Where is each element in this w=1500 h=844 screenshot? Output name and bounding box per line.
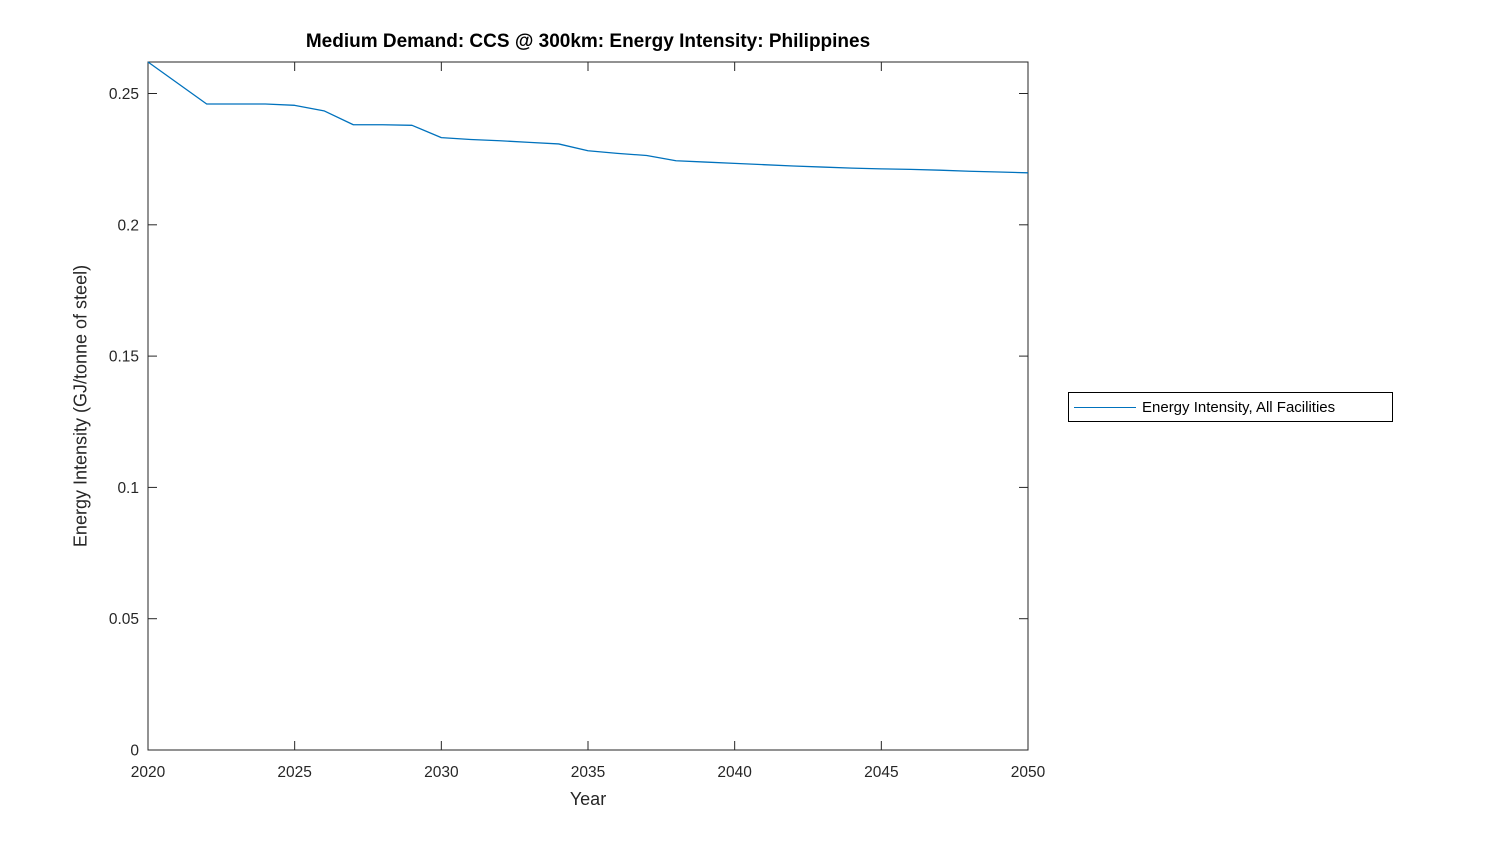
y-tick-label: 0.05 [109,611,139,628]
y-tick-label: 0.25 [109,86,139,103]
y-tick-label: 0.2 [117,217,139,234]
x-tick-label: 2045 [864,764,898,781]
x-axis-label: Year [569,789,607,809]
x-tick-label: 2040 [717,764,752,781]
y-tick-label: 0.1 [117,480,139,497]
legend-line-swatch [1074,406,1136,408]
legend-entry-label: Energy Intensity, All Facilities [1142,398,1336,416]
x-tick-label: 2035 [571,764,605,781]
chart-title: Medium Demand: CCS @ 300km: Energy Inten… [305,31,871,52]
y-tick-label: 0.15 [109,349,139,366]
x-tick-label: 2050 [1011,764,1046,781]
legend: Energy Intensity, All Facilities [1068,392,1393,422]
series-line [147,61,1029,174]
x-tick-label: 2020 [131,764,166,781]
x-tick-label: 2030 [424,764,459,781]
y-tick-label: 0 [130,743,139,760]
y-axis-label: Energy Intensity (GJ/tonne of steel) [70,264,91,548]
axes-box [147,61,1029,751]
x-tick-label: 2025 [277,764,311,781]
